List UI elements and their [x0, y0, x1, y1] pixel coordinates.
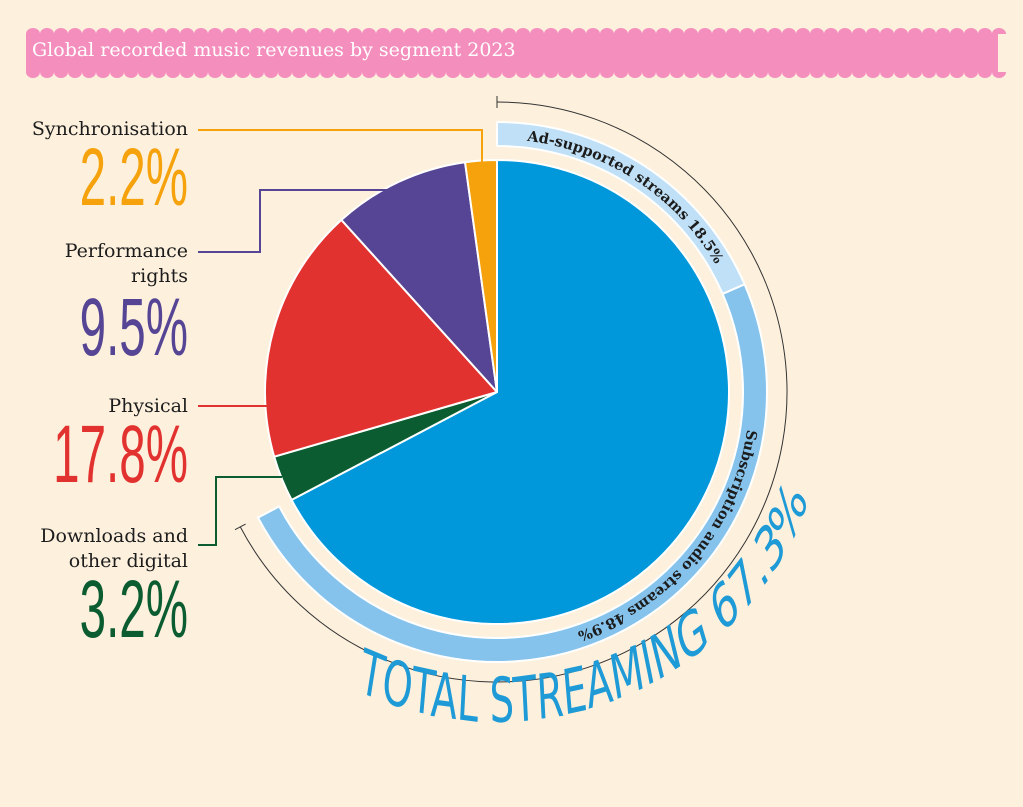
callout-label-physical: Physical	[108, 395, 188, 417]
callout-percent-downloads-and-other-digital: 3.2%	[80, 564, 188, 656]
callout-percent-performance-rights: 9.5%	[80, 282, 188, 374]
streaming-bracket-tick-end	[234, 523, 246, 531]
callout-leader-downloads-and-other-digital	[198, 476, 282, 546]
title-band-fill	[26, 34, 998, 72]
callout-percent-text: 17.8%	[53, 409, 188, 501]
pie-slice-synchronisation	[464, 159, 498, 393]
ring-segment-subscription-audio-streams	[256, 283, 768, 663]
callout-label-performance-rights: rights	[131, 265, 188, 287]
pie-slice-performance-rights	[340, 161, 498, 393]
callout-label-performance-rights: Performance	[65, 240, 188, 262]
title-band	[26, 28, 1006, 78]
pie-slice-streaming	[290, 159, 730, 625]
callout-percent-text: 3.2%	[80, 564, 188, 656]
callout-label-downloads-and-other-digital: Downloads and	[40, 525, 188, 547]
callout-percent-synchronisation: 2.2%	[80, 132, 188, 224]
callout-label-synchronisation: Synchronisation	[32, 118, 188, 140]
chart-title: Global recorded music revenues by segmen…	[32, 39, 516, 61]
callout-label-downloads-and-other-digital: other digital	[69, 550, 188, 572]
callout-percent-physical: 17.8%	[53, 409, 188, 501]
streaming-bracket-arc	[239, 101, 788, 683]
callout-percent-text: 9.5%	[80, 282, 188, 374]
callout-leader-synchronisation	[198, 129, 483, 168]
streaming-breakdown-ring	[256, 120, 768, 663]
callout-percent-text: 2.2%	[80, 132, 188, 224]
pie-slice-physical	[264, 218, 498, 458]
callout-leader-performance-rights	[198, 189, 390, 253]
pie	[264, 159, 730, 625]
streaming-bracket	[234, 96, 788, 683]
